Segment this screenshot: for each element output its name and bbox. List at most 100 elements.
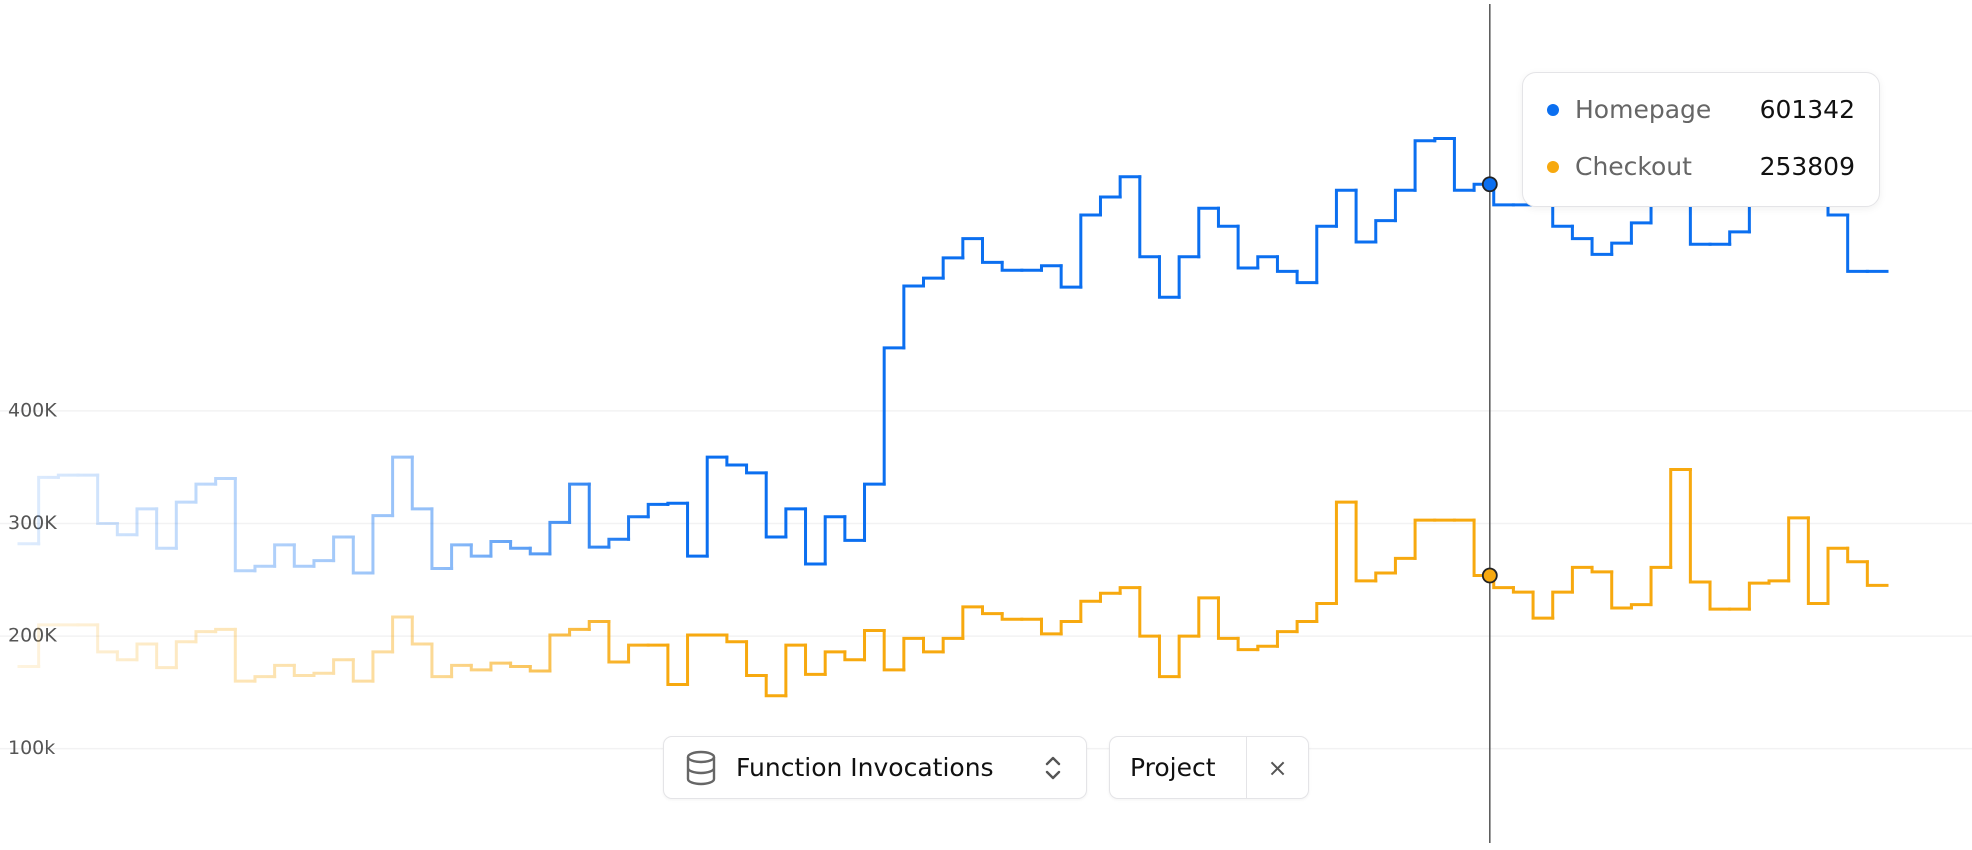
step-segment [233, 476, 257, 573]
step-segment [686, 501, 709, 558]
filter-label[interactable]: Project [1130, 753, 1216, 782]
step-segment [1806, 516, 1830, 605]
step-segment [1236, 636, 1260, 652]
hover-point [1481, 567, 1498, 584]
step-segment [548, 633, 572, 673]
step-segment [135, 642, 159, 662]
chevrons-icon [1045, 756, 1061, 779]
step-segment [1413, 518, 1437, 560]
step-segment [1334, 500, 1358, 605]
step-segment [332, 535, 355, 563]
tooltip-name: Checkout [1575, 152, 1692, 181]
step-segment [1118, 175, 1142, 199]
metric-select[interactable]: Function Invocations [663, 736, 1087, 799]
step-segment [961, 237, 984, 260]
step-segment [1865, 560, 1889, 587]
step-segment [1570, 565, 1594, 594]
step-segment [273, 663, 296, 679]
step-segment [115, 522, 139, 537]
step-segment [1098, 195, 1122, 217]
step-segment [1197, 206, 1220, 259]
step-segment [1138, 175, 1161, 259]
remove-filter[interactable]: × [1246, 737, 1308, 798]
step-segment [1728, 230, 1751, 246]
step-segment [135, 507, 159, 537]
step-segment [1000, 612, 1024, 621]
step-segment [391, 615, 414, 654]
step-segment [1354, 188, 1378, 244]
step-segment [941, 256, 965, 280]
step-segment [450, 543, 473, 571]
step-segment [1629, 221, 1653, 245]
step-segment [1767, 579, 1791, 585]
tooltip: Homepage 601342 Checkout 253809 [1522, 72, 1880, 207]
step-segment [1079, 213, 1102, 289]
step-segment [56, 473, 80, 479]
step-segment [843, 515, 867, 542]
step-segment [568, 627, 591, 637]
tooltip-dot [1547, 103, 1559, 116]
step-segment [528, 546, 552, 556]
step-segment [882, 628, 906, 672]
tooltip-row: Homepage 601342 [1547, 95, 1855, 124]
step-segment [1551, 203, 1574, 228]
step-segment [1315, 601, 1338, 623]
step-segment [548, 520, 572, 556]
step-segment [1787, 516, 1810, 583]
step-segment [1275, 255, 1299, 273]
step-segment [253, 675, 277, 683]
step-segment [1551, 590, 1574, 620]
step-segment [1354, 500, 1378, 583]
tooltip-row: Checkout 253809 [1547, 152, 1855, 181]
step-segment [764, 471, 788, 539]
database-icon [686, 750, 716, 785]
y-tick-label: 100k [8, 737, 55, 759]
step-segment [371, 514, 395, 575]
step-segment [410, 615, 434, 646]
step-segment [1256, 255, 1279, 270]
step-segment [587, 619, 611, 631]
step-segment [469, 543, 493, 558]
step-segment [1236, 224, 1260, 270]
step-segment [1157, 255, 1181, 299]
step-segment [1295, 619, 1319, 634]
step-segment [666, 501, 690, 506]
step-segment [96, 623, 119, 654]
y-tick-label: 300K [8, 512, 57, 534]
step-segment [1590, 237, 1614, 256]
step-segment [194, 482, 218, 504]
step-segment [1374, 571, 1397, 583]
step-segment [155, 507, 178, 550]
step-segment [1570, 224, 1594, 241]
step-segment [922, 276, 945, 288]
step-segment [980, 605, 1004, 616]
step-segment [666, 643, 690, 687]
y-tick-label: 400K [8, 399, 57, 421]
step-segment [705, 455, 729, 558]
step-segment [1039, 617, 1063, 636]
step-segment [450, 663, 473, 679]
step-segment [253, 564, 277, 573]
step-segment [745, 640, 768, 677]
step-segment [1629, 603, 1653, 610]
step-segment [292, 663, 316, 677]
step-segment [37, 623, 60, 668]
metric-label: Function Invocations [736, 753, 994, 782]
step-segment [1688, 467, 1712, 584]
step-segment [1393, 188, 1417, 223]
step-segment [489, 540, 513, 558]
step-segment [1452, 136, 1476, 192]
step-segment [1492, 182, 1515, 207]
step-segment [37, 475, 60, 546]
step-segment [922, 636, 945, 654]
step-segment [1315, 224, 1338, 285]
step-segment [1393, 556, 1417, 575]
step-segment [804, 507, 827, 566]
step-segment [1708, 580, 1732, 611]
step-segment [863, 482, 886, 542]
step-segment [430, 507, 454, 571]
step-segment [568, 482, 591, 524]
step-segment [1826, 546, 1850, 605]
step-segment [1216, 596, 1240, 640]
